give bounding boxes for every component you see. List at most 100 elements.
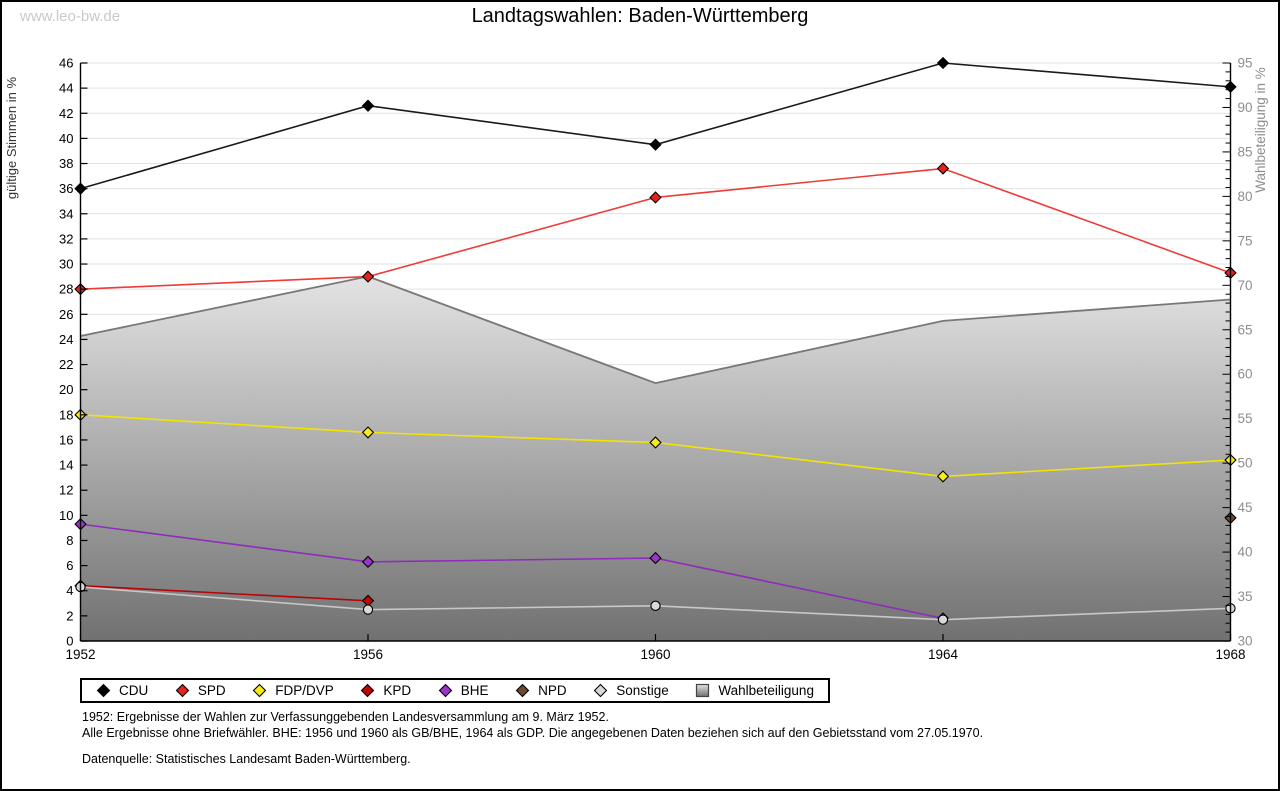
- data-point-sonstige-1960: [650, 600, 661, 611]
- data-point-fdp-dvp-1956: [361, 426, 375, 439]
- left-tick-label-0: 0: [66, 634, 73, 649]
- chart-notes: 1952: Ergebnisse der Wahlen zur Verfassu…: [82, 710, 983, 741]
- legend-marker-fdp-dvp: [252, 683, 267, 698]
- right-axis-title: Wahlbeteiligung in %: [1253, 67, 1268, 193]
- legend-marker-spd: [175, 683, 190, 698]
- left-tick-label-18: 18: [59, 407, 73, 422]
- x-tick-label-1956: 1956: [353, 647, 383, 662]
- left-tick-label-44: 44: [59, 81, 73, 96]
- right-tick-label-60: 60: [1238, 367, 1253, 382]
- data-point-spd-1956: [361, 270, 375, 283]
- left-tick-label-16: 16: [59, 432, 73, 447]
- right-tick-label-55: 55: [1238, 411, 1253, 426]
- right-tick-label-85: 85: [1238, 144, 1253, 159]
- legend-marker-npd: [515, 683, 530, 698]
- legend-item-fdp-dvp: FDP/DVP: [252, 683, 334, 698]
- turnout-area: [80, 276, 1231, 641]
- legend-label-kpd: KPD: [383, 683, 412, 698]
- legend-label-cdu: CDU: [119, 683, 149, 698]
- chart-title: Landtagswahlen: Baden-Württemberg: [471, 5, 809, 27]
- right-tick-label-95: 95: [1238, 56, 1253, 71]
- right-tick-label-65: 65: [1238, 322, 1253, 337]
- data-point-spd-1964: [936, 162, 950, 175]
- left-tick-label-8: 8: [66, 533, 73, 548]
- left-tick-label-26: 26: [59, 307, 73, 322]
- left-tick-label-24: 24: [59, 332, 73, 347]
- data-point-bhe-1960: [649, 551, 662, 565]
- right-tick-label-75: 75: [1238, 233, 1253, 248]
- legend-label-bhe: BHE: [460, 683, 489, 698]
- legend-label-spd: SPD: [197, 683, 226, 698]
- legend-label-sonstige: Sonstige: [616, 683, 669, 698]
- right-tick-label-70: 70: [1238, 278, 1253, 293]
- data-source-note: Datenquelle: Statistisches Landesamt Bad…: [82, 752, 411, 766]
- x-tick-label-1968: 1968: [1215, 647, 1245, 662]
- legend-item-cdu: CDU: [96, 683, 148, 698]
- left-tick-label-28: 28: [59, 282, 73, 297]
- data-point-fdp-dvp-1964: [936, 470, 950, 483]
- left-tick-label-46: 46: [59, 56, 73, 71]
- left-tick-label-6: 6: [66, 558, 73, 573]
- left-tick-label-12: 12: [59, 483, 73, 498]
- left-tick-label-10: 10: [59, 508, 73, 523]
- series-line-bhe: [80, 523, 944, 620]
- legend-item-sonstige: Sonstige: [593, 683, 669, 698]
- right-tick-label-45: 45: [1238, 500, 1253, 515]
- data-point-fdp-dvp-1960: [649, 436, 662, 449]
- legend-item-spd: SPD: [175, 683, 226, 698]
- left-tick-label-34: 34: [59, 206, 73, 221]
- right-tick-label-40: 40: [1238, 545, 1253, 560]
- legend-marker-bhe: [438, 683, 453, 698]
- turnout-area-edge: [80, 275, 1231, 385]
- legend-item-kpd: KPD: [360, 683, 411, 698]
- site-watermark: www.leo-bw.de: [20, 8, 121, 25]
- legend-marker-shape: [593, 683, 608, 698]
- left-tick-label-2: 2: [66, 608, 73, 623]
- data-point-sonstige-1956: [362, 604, 374, 615]
- x-tick-label-1960: 1960: [640, 647, 670, 662]
- x-tick-label-1952: 1952: [65, 647, 95, 662]
- note-line-2: Alle Ergebnisse ohne Briefwähler. BHE: 1…: [82, 725, 984, 740]
- series-line-cdu: [80, 62, 1231, 190]
- left-tick-label-22: 22: [59, 357, 73, 372]
- legend-marker-shape: [96, 683, 111, 698]
- series-line-spd: [80, 167, 1231, 290]
- election-line-chart: 0246810121416182022242628303234363840424…: [4, 56, 1268, 663]
- data-point-cdu-1960: [649, 138, 662, 151]
- data-point-cdu-1964: [936, 56, 950, 70]
- legend-marker-cdu: [96, 683, 111, 698]
- legend-marker-shape: [515, 683, 530, 698]
- data-point-cdu-1956: [361, 99, 375, 112]
- legend-label-fdp-dvp: FDP/DVP: [275, 683, 334, 698]
- legend-item-bhe: BHE: [438, 683, 489, 698]
- data-point-bhe-1956: [361, 555, 375, 569]
- legend-label-wahlbeteiligung: Wahlbeteiligung: [718, 683, 814, 698]
- right-tick-label-30: 30: [1238, 634, 1253, 649]
- left-tick-label-32: 32: [59, 231, 73, 246]
- left-tick-label-42: 42: [59, 106, 73, 121]
- legend-marker-kpd: [361, 683, 375, 698]
- legend-swatch-rect: [696, 683, 710, 698]
- left-tick-label-40: 40: [59, 131, 73, 146]
- data-point-spd-1960: [649, 191, 662, 204]
- legend-marker-shape: [438, 683, 453, 698]
- data-point-sonstige-1964: [937, 614, 949, 625]
- left-tick-label-4: 4: [66, 583, 73, 598]
- left-tick-label-14: 14: [59, 458, 73, 473]
- legend-swatch-wahlbeteiligung: [696, 683, 710, 698]
- legend-label-npd: NPD: [538, 683, 567, 698]
- left-tick-label-38: 38: [59, 156, 73, 171]
- note-line-1: 1952: Ergebnisse der Wahlen zur Verfassu…: [82, 710, 609, 724]
- legend-marker-shape: [361, 683, 375, 698]
- right-tick-label-80: 80: [1238, 189, 1253, 204]
- left-tick-label-30: 30: [59, 257, 73, 272]
- series-line-kpd: [80, 584, 369, 602]
- x-tick-label-1964: 1964: [928, 647, 959, 662]
- legend-item-wahlbeteiligung: Wahlbeteiligung: [695, 683, 814, 698]
- legend-marker-sonstige: [593, 683, 608, 698]
- left-axis-title: gültige Stimmen in %: [4, 77, 19, 200]
- right-tick-label-35: 35: [1238, 589, 1253, 604]
- right-tick-label-90: 90: [1238, 100, 1253, 115]
- chart-legend: CDU SPD FDP/DVP KPD BHE NPD Sonstige Wahlbeteil…: [80, 678, 830, 703]
